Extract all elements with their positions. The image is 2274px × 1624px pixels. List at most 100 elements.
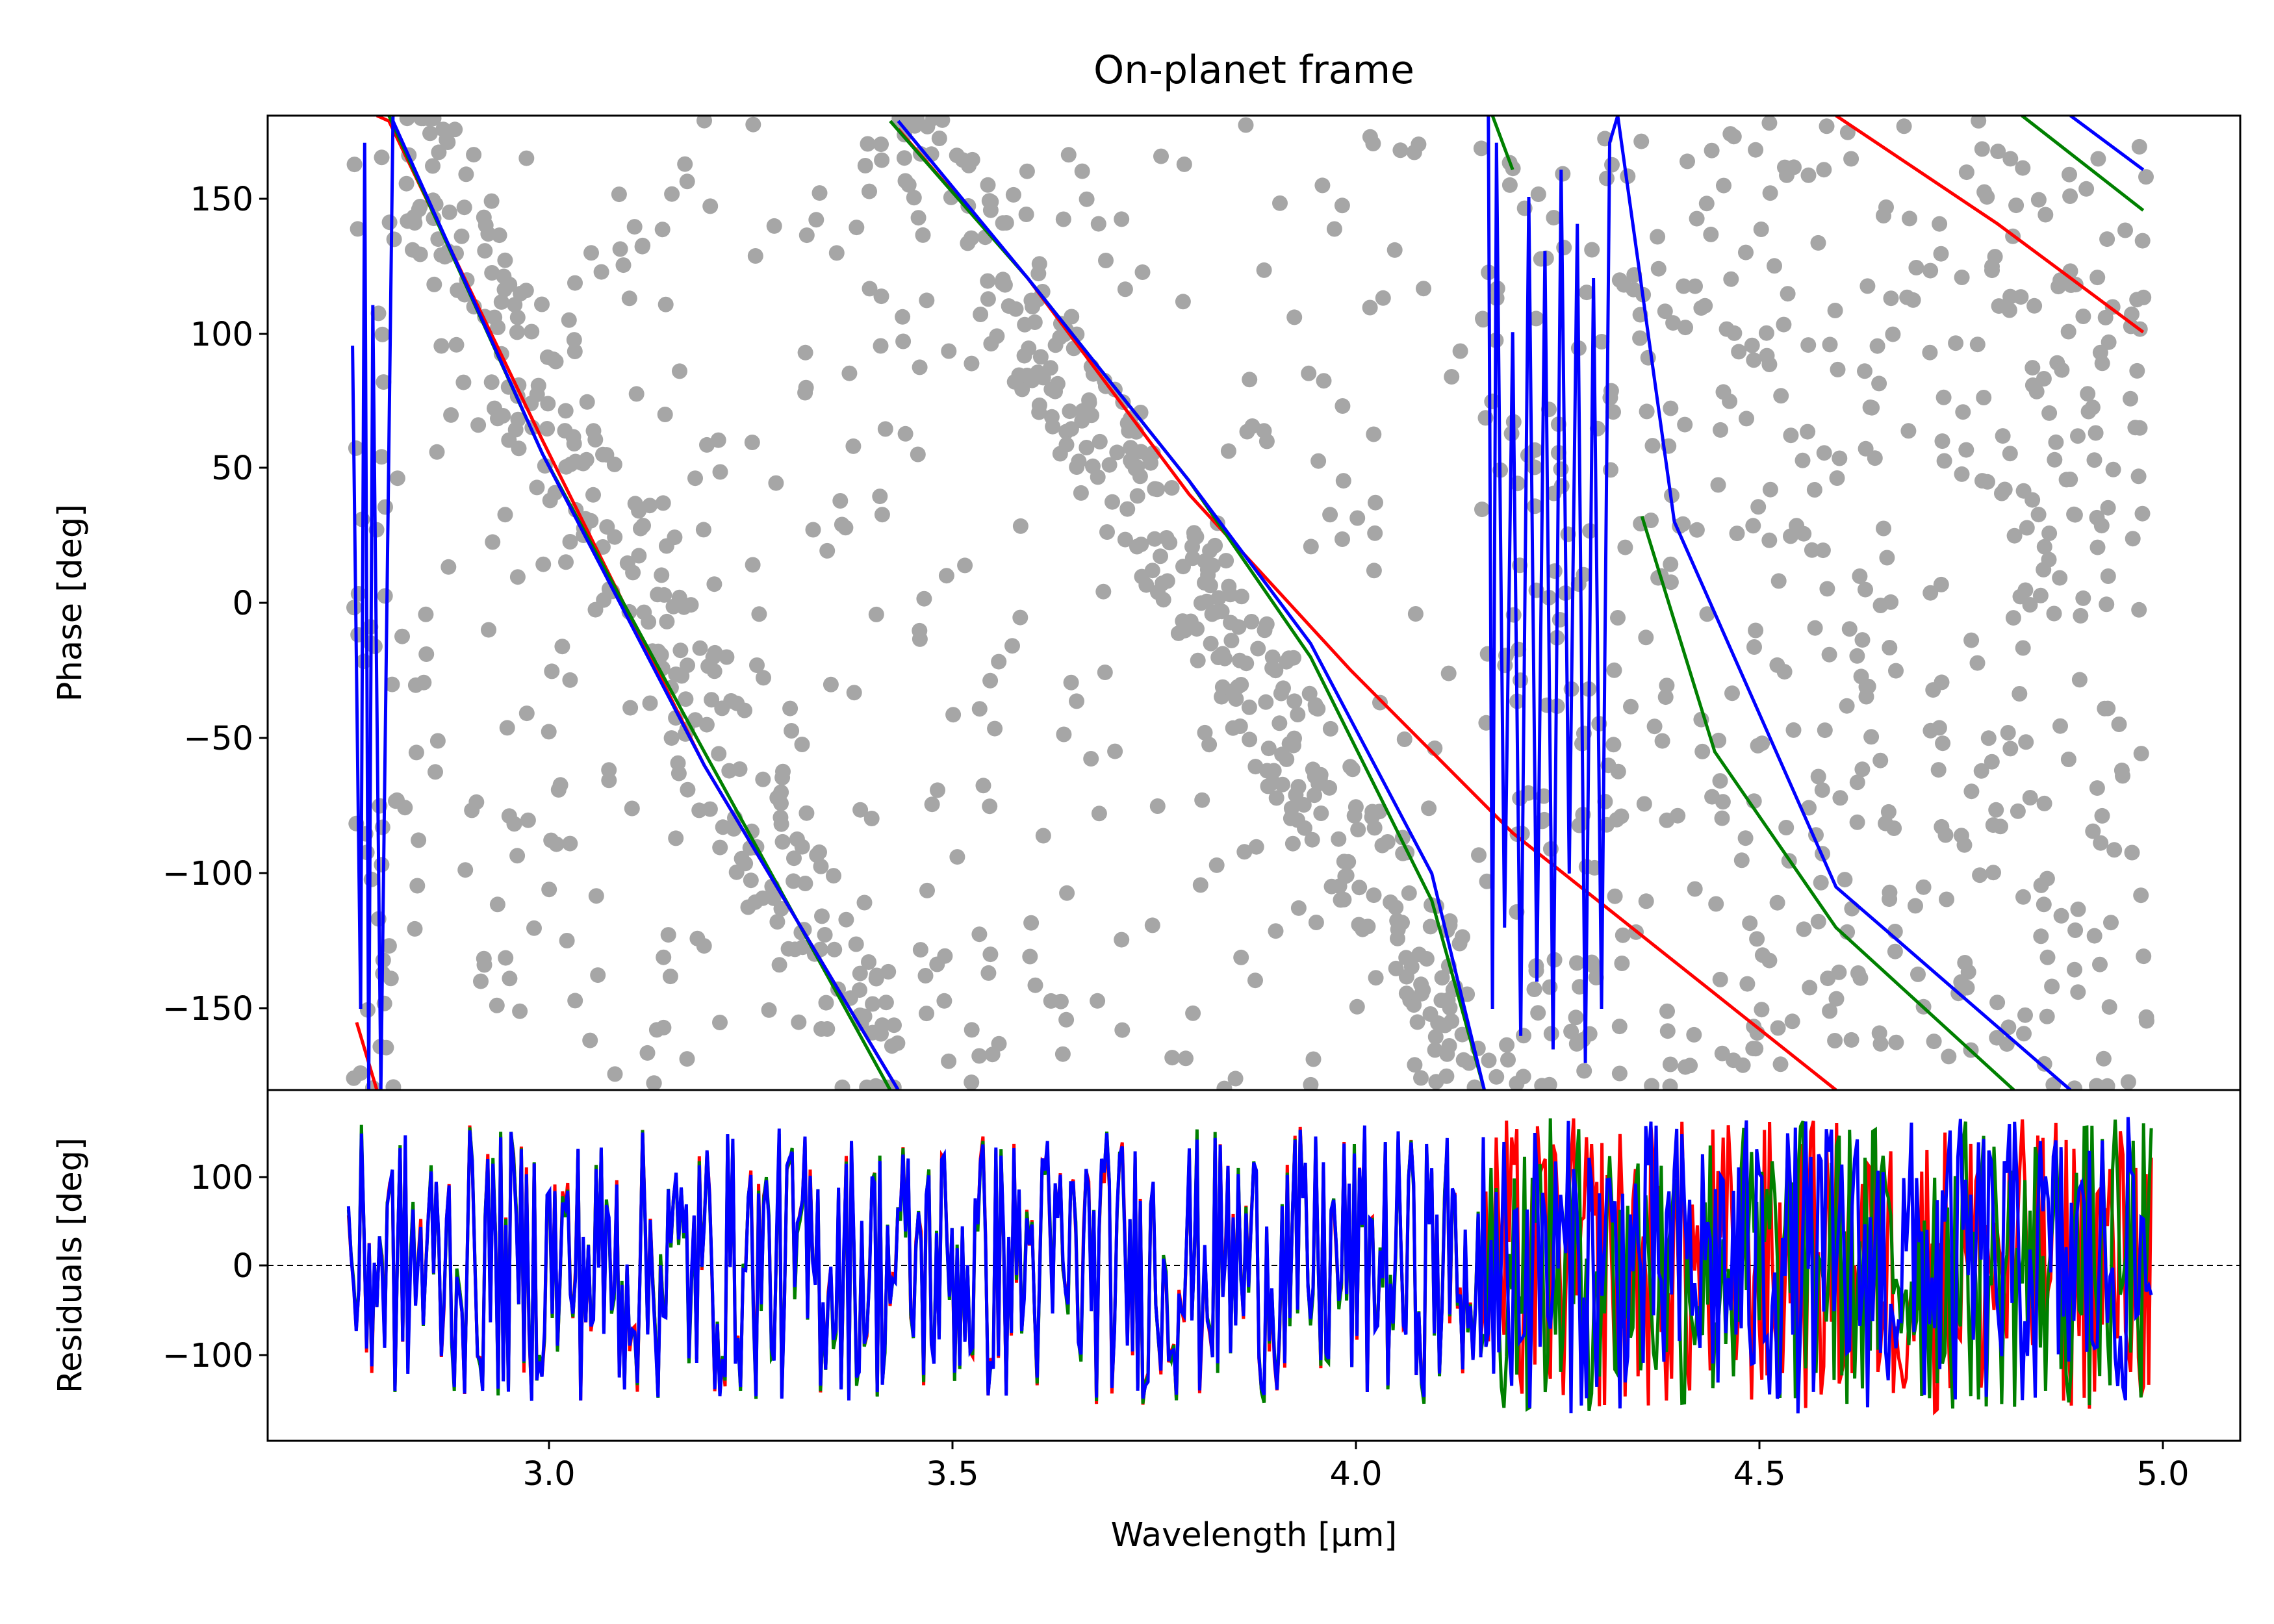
scatter-point xyxy=(1454,1026,1470,1043)
scatter-point xyxy=(1876,520,1891,537)
scatter-point xyxy=(1272,195,1288,211)
scatter-point xyxy=(518,705,535,722)
scatter-point xyxy=(919,292,935,309)
scatter-point xyxy=(1268,790,1284,806)
scatter-point xyxy=(1190,652,1206,668)
scatter-point xyxy=(1980,474,1995,490)
scatter-point xyxy=(1366,563,1382,579)
scatter-point xyxy=(896,150,912,166)
scatter-point xyxy=(991,1035,1007,1052)
x-axis: 3.0 3.5 4.0 4.5 5.0 xyxy=(522,1441,2190,1493)
scatter-point xyxy=(964,1022,980,1038)
scatter-point xyxy=(1264,660,1281,676)
scatter-point xyxy=(1816,445,1832,461)
scatter-point xyxy=(1659,678,1675,694)
scatter-point xyxy=(1117,531,1133,548)
scatter-point xyxy=(2062,472,2078,487)
scatter-point xyxy=(1452,343,1468,359)
scatter-point xyxy=(1208,604,1225,620)
scatter-point xyxy=(1406,997,1422,1013)
scatter-point xyxy=(535,556,552,572)
scatter-point xyxy=(1284,835,1301,852)
scatter-point xyxy=(991,653,1007,670)
model-line-segment xyxy=(391,120,900,1090)
scatter-point xyxy=(1030,364,1046,381)
scatter-point xyxy=(852,965,868,982)
scatter-point xyxy=(1407,1057,1423,1073)
scatter-point xyxy=(702,801,718,817)
scatter-point xyxy=(798,227,815,244)
scatter-point xyxy=(1313,806,1329,821)
scatter-point xyxy=(2099,596,2115,613)
scatter-point xyxy=(506,816,522,832)
scatter-point xyxy=(429,733,446,749)
scatter-point xyxy=(1144,917,1160,933)
scatter-point xyxy=(1144,563,1160,579)
scatter-point xyxy=(773,809,789,826)
scatter-point xyxy=(1606,662,1622,678)
scatter-point xyxy=(2017,1007,2033,1023)
scatter-point xyxy=(1801,800,1817,816)
scatter-point xyxy=(1475,311,1490,327)
scatter-point xyxy=(1175,294,1191,310)
scatter-point xyxy=(1888,663,1904,679)
scatter-point xyxy=(1643,513,1659,528)
scatter-point xyxy=(1074,163,1090,179)
scatter-point xyxy=(971,1048,988,1064)
scatter-point xyxy=(656,1019,672,1035)
scatter-point xyxy=(562,835,578,852)
scatter-point xyxy=(1984,754,2000,770)
scatter-point xyxy=(1729,526,1745,542)
scatter-point xyxy=(1570,576,1587,592)
scatter-point xyxy=(910,446,926,463)
scatter-point xyxy=(558,554,574,570)
scatter-point xyxy=(1114,211,1130,227)
scatter-point xyxy=(1055,211,1071,227)
scatter-point xyxy=(1796,921,1812,937)
scatter-point xyxy=(484,265,500,281)
scatter-point xyxy=(1779,167,1795,183)
scatter-point xyxy=(2066,506,2082,522)
scatter-point xyxy=(2062,188,2078,204)
scatter-point xyxy=(1114,932,1130,948)
scatter-point xyxy=(1368,970,1384,986)
scatter-point xyxy=(1283,800,1299,817)
scatter-point xyxy=(429,444,445,460)
model-line-segment xyxy=(1490,116,1514,171)
scatter-point xyxy=(711,746,727,762)
scatter-point xyxy=(1005,186,1021,203)
scatter-point xyxy=(1099,524,1115,540)
scatter-point xyxy=(381,938,397,954)
scatter-point xyxy=(1871,1025,1887,1041)
scatter-point xyxy=(1236,844,1253,860)
scatter-point xyxy=(658,296,674,312)
scatter-point xyxy=(1963,632,1980,648)
scatter-point xyxy=(860,136,876,152)
scatter-point xyxy=(1644,1078,1660,1090)
scatter-point xyxy=(786,850,802,867)
scatter-point xyxy=(485,534,501,550)
scatter-point xyxy=(1676,278,1692,294)
scatter-point xyxy=(1735,1057,1751,1073)
scatter-point xyxy=(1439,1046,1455,1062)
scatter-point xyxy=(862,183,877,199)
scatter-point xyxy=(1170,625,1186,641)
scatter-point xyxy=(1623,698,1639,715)
scatter-point xyxy=(1275,776,1290,793)
scatter-point xyxy=(518,150,535,166)
scatter-point xyxy=(773,900,789,917)
x-tick: 4.5 xyxy=(1733,1441,1786,1493)
scatter-point xyxy=(2010,803,2026,819)
scatter-point xyxy=(2036,896,2052,913)
scatter-point xyxy=(1375,290,1391,306)
scatter-point xyxy=(1202,577,1218,594)
scatter-point xyxy=(428,764,443,780)
scatter-point xyxy=(837,520,854,536)
scatter-point xyxy=(1090,469,1106,485)
scatter-point xyxy=(1745,518,1761,534)
scatter-point xyxy=(470,417,487,433)
scatter-point xyxy=(621,290,637,307)
scatter-point xyxy=(635,237,651,253)
scatter-point xyxy=(2047,451,2063,468)
scatter-point xyxy=(1199,593,1215,609)
